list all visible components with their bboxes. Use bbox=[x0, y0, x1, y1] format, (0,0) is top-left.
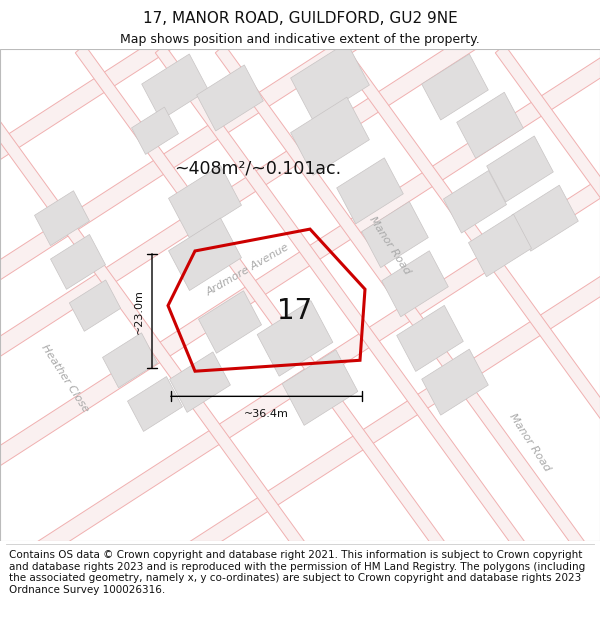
Text: Manor Road: Manor Road bbox=[508, 411, 553, 473]
Polygon shape bbox=[197, 65, 263, 131]
Polygon shape bbox=[0, 161, 600, 602]
Polygon shape bbox=[422, 54, 488, 120]
Polygon shape bbox=[128, 376, 182, 431]
Polygon shape bbox=[495, 44, 600, 578]
Polygon shape bbox=[169, 218, 241, 291]
Text: Map shows position and indicative extent of the property.: Map shows position and indicative extent… bbox=[120, 33, 480, 46]
Polygon shape bbox=[337, 158, 403, 224]
Text: ~23.0m: ~23.0m bbox=[134, 289, 144, 334]
Polygon shape bbox=[512, 185, 578, 251]
Polygon shape bbox=[362, 201, 428, 268]
Polygon shape bbox=[0, 0, 600, 176]
Text: ~408m²/~0.101ac.: ~408m²/~0.101ac. bbox=[175, 160, 341, 178]
Polygon shape bbox=[0, 260, 600, 625]
Text: Contains OS data © Crown copyright and database right 2021. This information is : Contains OS data © Crown copyright and d… bbox=[9, 550, 585, 595]
Polygon shape bbox=[290, 42, 370, 121]
Polygon shape bbox=[215, 44, 600, 578]
Polygon shape bbox=[0, 41, 600, 482]
Polygon shape bbox=[199, 291, 262, 353]
Polygon shape bbox=[75, 44, 465, 578]
Polygon shape bbox=[457, 92, 523, 158]
Polygon shape bbox=[443, 171, 506, 233]
Polygon shape bbox=[169, 166, 241, 238]
Text: ~36.4m: ~36.4m bbox=[244, 409, 289, 419]
Polygon shape bbox=[422, 349, 488, 415]
Polygon shape bbox=[35, 191, 89, 246]
Polygon shape bbox=[382, 251, 448, 317]
Polygon shape bbox=[142, 54, 208, 120]
Polygon shape bbox=[0, 0, 600, 297]
Polygon shape bbox=[70, 280, 121, 331]
Text: Manor Road: Manor Road bbox=[368, 215, 412, 276]
Text: 17: 17 bbox=[277, 297, 313, 325]
Text: Ardmore Avenue: Ardmore Avenue bbox=[205, 242, 291, 298]
Text: Heather Close: Heather Close bbox=[40, 343, 91, 414]
Polygon shape bbox=[170, 352, 230, 412]
Polygon shape bbox=[0, 0, 600, 373]
Polygon shape bbox=[257, 301, 333, 376]
Text: 17, MANOR ROAD, GUILDFORD, GU2 9NE: 17, MANOR ROAD, GUILDFORD, GU2 9NE bbox=[143, 11, 457, 26]
Polygon shape bbox=[335, 44, 600, 578]
Polygon shape bbox=[290, 97, 370, 175]
Polygon shape bbox=[282, 350, 358, 426]
Polygon shape bbox=[487, 136, 553, 202]
Polygon shape bbox=[469, 214, 532, 277]
Polygon shape bbox=[397, 306, 463, 371]
Polygon shape bbox=[103, 333, 157, 388]
Polygon shape bbox=[0, 44, 325, 578]
Polygon shape bbox=[50, 234, 106, 289]
Polygon shape bbox=[155, 44, 545, 578]
Polygon shape bbox=[131, 107, 178, 154]
